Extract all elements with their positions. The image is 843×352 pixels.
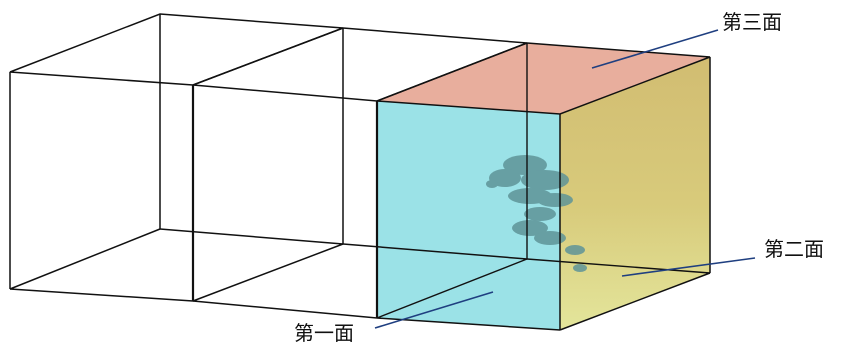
smoke-icon bbox=[486, 155, 587, 272]
leader-lines bbox=[374, 29, 756, 329]
label-face-two: 第二面 bbox=[764, 237, 824, 261]
leader-face-one bbox=[374, 291, 494, 329]
label-face-one: 第一面 bbox=[294, 321, 354, 345]
leader-face-two bbox=[621, 257, 756, 277]
leader-face-three bbox=[591, 29, 719, 69]
wireframe-boxes bbox=[9, 13, 711, 331]
face-three-top bbox=[377, 43, 710, 114]
label-face-three: 第三面 bbox=[722, 10, 782, 34]
hidden-edges bbox=[376, 43, 711, 319]
face-two-side bbox=[560, 57, 710, 330]
